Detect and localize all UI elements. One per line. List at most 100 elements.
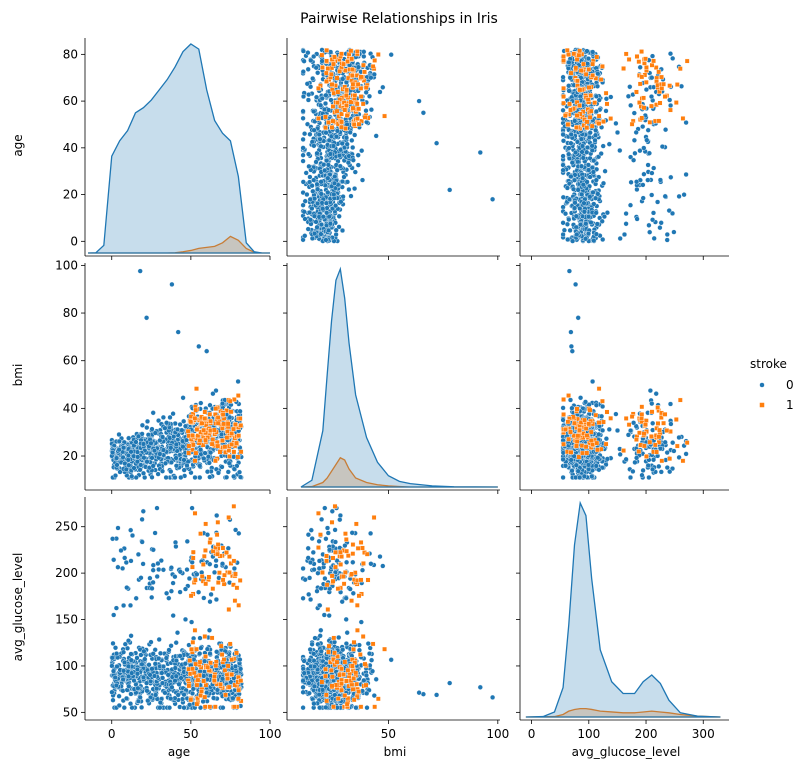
- point-class0: [606, 141, 612, 147]
- point-class1: [629, 414, 635, 419]
- point-class0: [590, 49, 596, 55]
- point-class0: [585, 231, 592, 237]
- point-class0: [304, 81, 310, 87]
- point-class1: [238, 423, 244, 428]
- point-class0: [309, 183, 315, 189]
- point-class0: [617, 235, 623, 242]
- point-class1: [375, 52, 381, 57]
- point-class0: [631, 137, 638, 143]
- point-class1: [661, 420, 667, 426]
- point-class1: [567, 101, 573, 107]
- point-class0: [180, 395, 186, 401]
- point-class1: [325, 66, 331, 71]
- point-class1: [331, 61, 336, 67]
- point-class0: [337, 163, 343, 169]
- point-class0: [645, 462, 651, 469]
- point-class0: [662, 127, 669, 133]
- point-class1: [228, 409, 234, 415]
- point-class0: [201, 595, 207, 601]
- point-class1: [186, 443, 192, 449]
- point-class1: [561, 100, 567, 106]
- point-class0: [156, 566, 162, 573]
- point-class0: [644, 137, 650, 143]
- point-class0: [197, 650, 203, 657]
- point-class0: [595, 455, 601, 461]
- point-class0: [126, 462, 132, 468]
- point-class1: [589, 123, 595, 129]
- point-class0: [627, 474, 634, 481]
- point-class1: [644, 454, 649, 459]
- point-class0: [311, 53, 317, 60]
- point-class1: [213, 406, 219, 412]
- point-class1: [231, 397, 237, 402]
- point-class1: [339, 124, 344, 130]
- point-class0: [313, 94, 320, 100]
- point-class0: [340, 76, 346, 82]
- point-class0: [577, 205, 583, 212]
- point-class0: [213, 557, 219, 564]
- point-class0: [326, 227, 332, 234]
- point-class1: [382, 113, 387, 119]
- point-class0: [602, 168, 608, 174]
- point-class0: [300, 93, 307, 100]
- point-class0: [581, 473, 588, 479]
- point-class1: [349, 73, 355, 78]
- point-class0: [566, 88, 572, 94]
- point-class1: [203, 437, 208, 443]
- point-class0: [593, 108, 600, 115]
- point-class0: [173, 463, 180, 469]
- point-class1: [323, 70, 329, 76]
- point-class0: [173, 657, 180, 664]
- point-class0: [197, 474, 203, 481]
- point-class1: [637, 430, 642, 436]
- point-class0: [344, 141, 350, 147]
- point-class1: [662, 94, 668, 100]
- point-class1: [568, 107, 574, 113]
- point-class1: [596, 113, 602, 119]
- point-class1: [568, 70, 574, 76]
- point-class0: [166, 705, 173, 711]
- point-class1: [231, 426, 236, 432]
- point-class1: [600, 63, 605, 69]
- point-class1: [324, 47, 330, 53]
- point-class1: [649, 62, 655, 68]
- point-class0: [312, 231, 318, 237]
- point-class0: [326, 137, 332, 143]
- point-class0: [568, 343, 575, 350]
- point-class0: [129, 473, 135, 479]
- point-class0: [231, 466, 237, 472]
- point-class0: [580, 182, 586, 188]
- point-class1: [361, 62, 366, 68]
- point-class1: [643, 56, 648, 62]
- y-tick-label: 40: [63, 401, 78, 415]
- point-class1: [621, 448, 627, 453]
- point-class0: [593, 231, 600, 237]
- point-class0: [198, 645, 204, 651]
- point-class1: [562, 113, 568, 118]
- point-class0: [111, 612, 117, 618]
- point-class0: [301, 209, 307, 215]
- point-class1: [649, 103, 654, 109]
- point-class1: [637, 81, 643, 87]
- point-class0: [350, 144, 356, 151]
- point-class0: [649, 53, 656, 59]
- point-class0: [339, 227, 346, 234]
- point-class0: [352, 169, 358, 175]
- point-class0: [323, 130, 329, 136]
- point-class0: [314, 150, 320, 156]
- point-class0: [659, 144, 666, 150]
- point-class1: [574, 443, 579, 449]
- point-class1: [657, 100, 663, 106]
- point-class1: [600, 398, 605, 404]
- point-class0: [237, 408, 243, 414]
- point-class1: [335, 89, 341, 95]
- point-class0: [656, 463, 662, 470]
- point-class0: [327, 151, 334, 157]
- point-class0: [646, 150, 653, 156]
- point-class0: [645, 127, 651, 133]
- point-class1: [634, 89, 639, 95]
- point-class0: [331, 180, 338, 186]
- point-class1: [601, 419, 606, 425]
- point-class1: [574, 406, 580, 412]
- point-class1: [641, 105, 647, 111]
